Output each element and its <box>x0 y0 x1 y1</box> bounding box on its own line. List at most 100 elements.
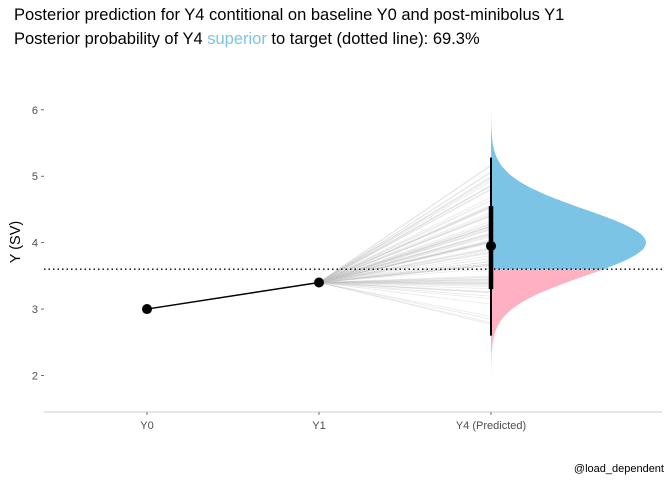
x-tick-label-1: Y1 <box>312 420 325 432</box>
draw-line <box>318 206 492 283</box>
draw-line <box>318 264 492 283</box>
point-y0 <box>142 304 152 315</box>
draw-line <box>318 242 492 283</box>
y-axis-title: Y (SV) <box>8 221 24 263</box>
draw-line <box>318 282 492 286</box>
draw-line <box>318 185 492 283</box>
draw-line <box>318 282 492 300</box>
density-inferior <box>491 269 604 399</box>
draw-line <box>318 282 492 317</box>
draw-line <box>318 275 492 283</box>
y-tick-label-5: 5 <box>32 171 38 183</box>
draw-line <box>318 282 492 293</box>
draw-line <box>318 261 492 283</box>
title-line-2: Posterior probability of Y4 superior to … <box>14 30 480 48</box>
draw-line <box>318 264 492 283</box>
draw-line <box>318 248 492 283</box>
draw-line <box>318 240 492 283</box>
draw-line <box>318 267 492 283</box>
draw-line <box>318 279 492 283</box>
draw-line <box>318 241 492 283</box>
draw-line <box>318 282 492 290</box>
draw-line <box>318 276 492 283</box>
draw-line <box>318 172 492 283</box>
title-line-2-suffix: to target (dotted line): 69.3% <box>267 30 480 48</box>
draw-line <box>318 215 492 283</box>
y-tick-label-2: 2 <box>32 370 38 382</box>
draw-line <box>318 282 492 287</box>
draw-line <box>318 282 492 324</box>
density-superior <box>491 68 646 270</box>
draw-line <box>318 229 492 283</box>
draw-line <box>318 220 492 283</box>
draw-line <box>318 282 492 284</box>
draw-line <box>318 263 492 283</box>
draw-line <box>318 225 492 283</box>
draw-line <box>318 215 492 283</box>
draw-line <box>318 261 492 283</box>
draw-line <box>318 222 492 283</box>
title-line-1: Posterior prediction for Y4 contitional … <box>14 6 564 24</box>
draw-line <box>318 232 492 283</box>
point-y4-median <box>486 240 496 251</box>
draw-line <box>318 225 492 283</box>
draw-line <box>318 204 492 283</box>
draw-line <box>318 185 492 283</box>
draw-line <box>318 227 492 283</box>
posterior-draw-lines <box>318 164 492 325</box>
draw-line <box>318 250 492 283</box>
draw-line <box>318 200 492 283</box>
draw-line <box>318 248 492 283</box>
x-axis: Y0 Y1 Y4 (Predicted) <box>140 412 526 432</box>
draw-line <box>318 282 492 325</box>
draw-line <box>318 258 492 283</box>
draw-line <box>318 211 492 283</box>
draw-line <box>318 226 492 283</box>
y-tick-label-3: 3 <box>32 304 38 316</box>
draw-line <box>318 225 492 283</box>
draw-line <box>318 277 492 283</box>
draw-line <box>318 282 492 297</box>
draw-line <box>318 235 492 283</box>
draw-line <box>318 188 492 283</box>
draw-line <box>318 205 492 283</box>
title: Posterior prediction for Y4 contitional … <box>14 6 564 48</box>
title-line-2-prefix: Posterior probability of Y4 <box>14 30 207 48</box>
y-tick-label-6: 6 <box>32 105 38 117</box>
x-tick-label-0: Y0 <box>140 420 153 432</box>
draw-line <box>318 164 492 283</box>
draw-line <box>318 241 492 283</box>
draw-line <box>318 184 492 283</box>
draw-line <box>318 189 492 283</box>
draw-line <box>318 228 492 283</box>
draw-line <box>318 223 492 283</box>
draw-line <box>318 233 492 283</box>
draw-line <box>318 239 492 283</box>
y-tick-label-4: 4 <box>32 238 38 250</box>
caption: @load_dependent <box>574 463 664 475</box>
draw-line <box>318 280 492 283</box>
draw-line <box>318 234 492 283</box>
draw-line <box>318 264 492 283</box>
draw-line <box>318 263 492 283</box>
draw-line <box>318 282 492 294</box>
draw-line <box>318 176 492 283</box>
posterior-density <box>491 68 646 399</box>
draw-line <box>318 252 492 283</box>
title-highlight-superior: superior <box>207 30 267 48</box>
draw-line <box>318 171 492 283</box>
draw-line <box>318 178 492 283</box>
draw-line <box>318 279 492 283</box>
draw-line <box>318 282 492 305</box>
draw-line <box>318 282 492 293</box>
draw-line <box>318 206 492 283</box>
observed-line <box>146 281 320 310</box>
x-tick-label-2: Y4 (Predicted) <box>456 420 526 432</box>
draw-line <box>318 177 492 283</box>
draw-line <box>318 241 492 283</box>
draw-line <box>318 282 492 320</box>
draw-line <box>318 278 492 283</box>
draw-line <box>318 236 492 283</box>
draw-line <box>318 282 492 285</box>
